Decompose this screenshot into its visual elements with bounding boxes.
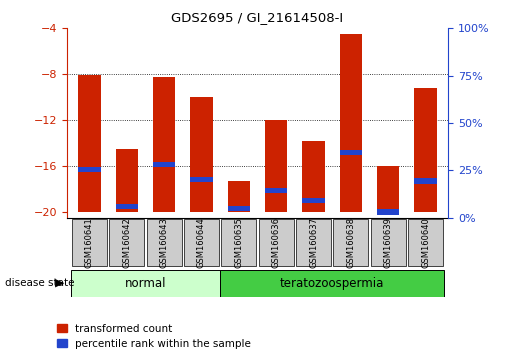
Text: disease state: disease state	[5, 278, 75, 288]
Text: GSM160638: GSM160638	[347, 217, 355, 268]
Bar	[415, 178, 437, 184]
FancyBboxPatch shape	[71, 270, 220, 297]
Text: GSM160640: GSM160640	[421, 217, 430, 268]
Bar	[302, 141, 325, 212]
Bar	[190, 177, 213, 182]
Bar	[228, 181, 250, 212]
Bar	[78, 75, 100, 212]
Text: teratozoospermia: teratozoospermia	[280, 277, 384, 290]
Text: GSM160639: GSM160639	[384, 217, 393, 268]
Bar	[115, 149, 138, 212]
FancyBboxPatch shape	[259, 219, 294, 266]
Bar	[115, 204, 138, 209]
Text: GSM160637: GSM160637	[309, 217, 318, 268]
Bar	[153, 76, 175, 212]
Text: normal: normal	[125, 277, 166, 290]
Text: GSM160642: GSM160642	[122, 217, 131, 268]
Bar	[340, 150, 362, 155]
Bar	[265, 120, 287, 212]
Bar	[228, 206, 250, 211]
Bar	[190, 97, 213, 212]
Text: GSM160641: GSM160641	[85, 217, 94, 268]
FancyBboxPatch shape	[109, 219, 144, 266]
FancyBboxPatch shape	[220, 270, 444, 297]
FancyBboxPatch shape	[333, 219, 368, 266]
Text: GSM160643: GSM160643	[160, 217, 168, 268]
Bar	[340, 34, 362, 212]
FancyBboxPatch shape	[72, 219, 107, 266]
FancyBboxPatch shape	[184, 219, 219, 266]
FancyBboxPatch shape	[408, 219, 443, 266]
FancyBboxPatch shape	[371, 219, 406, 266]
Bar	[377, 209, 400, 215]
Legend: transformed count, percentile rank within the sample: transformed count, percentile rank withi…	[57, 324, 251, 349]
Text: GSM160644: GSM160644	[197, 217, 206, 268]
Bar	[153, 162, 175, 167]
Text: GSM160635: GSM160635	[234, 217, 243, 268]
Bar	[78, 167, 100, 172]
Bar	[265, 188, 287, 193]
Bar	[377, 166, 400, 212]
Title: GDS2695 / GI_21614508-I: GDS2695 / GI_21614508-I	[171, 11, 344, 24]
Polygon shape	[55, 279, 64, 287]
FancyBboxPatch shape	[221, 219, 256, 266]
FancyBboxPatch shape	[296, 219, 331, 266]
Bar	[302, 198, 325, 203]
Bar	[415, 88, 437, 212]
Text: GSM160636: GSM160636	[272, 217, 281, 268]
FancyBboxPatch shape	[147, 219, 182, 266]
